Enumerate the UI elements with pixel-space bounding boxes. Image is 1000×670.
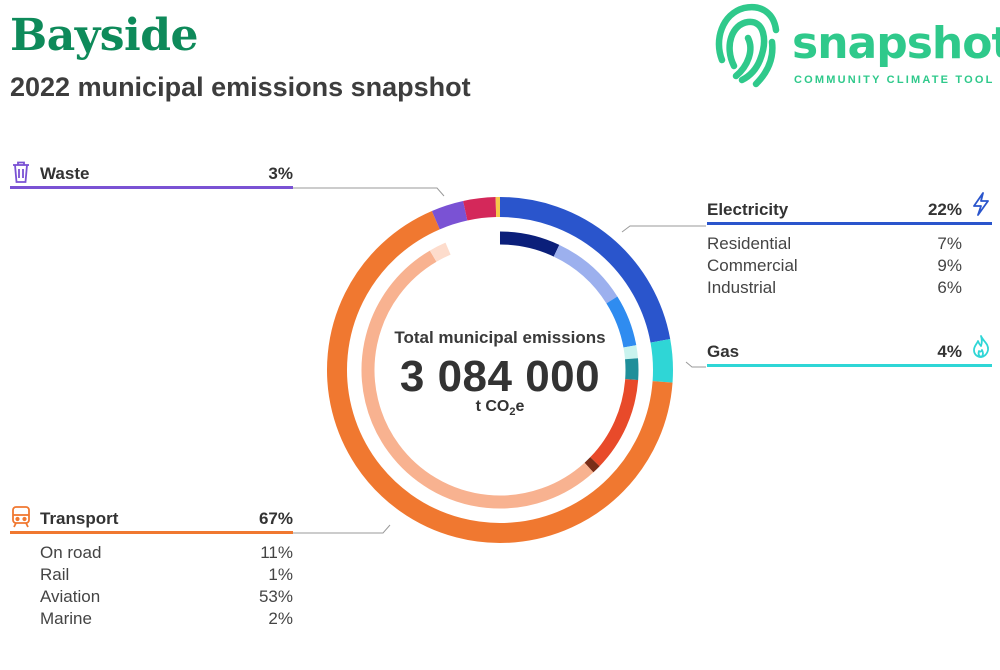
sector-electricity[interactable]: Electricity 22% Residential 7% Commercial… bbox=[707, 192, 992, 297]
sector-header: Electricity 22% bbox=[707, 192, 992, 225]
slice-segment-4 bbox=[463, 197, 497, 221]
leader-electricity bbox=[621, 225, 706, 233]
snapshot-logo[interactable]: snapshot COMMUNITY CLIMATE TOOL bbox=[712, 0, 1000, 90]
leader-transport bbox=[293, 524, 391, 534]
subsector-label: Residential bbox=[707, 234, 792, 253]
logo-tagline: COMMUNITY CLIMATE TOOL bbox=[794, 74, 995, 86]
subslice-gas-part-0 bbox=[623, 345, 638, 360]
city-title: Bayside bbox=[10, 10, 199, 61]
sector-transport[interactable]: Transport 67% On road 11% Rail 1% Aviation… bbox=[10, 505, 293, 628]
slice-electricity bbox=[499, 197, 671, 343]
outer-ring bbox=[327, 196, 673, 543]
page-subtitle: 2022 municipal emissions snapshot bbox=[10, 72, 471, 102]
subsector-row: Aviation 53% bbox=[10, 584, 293, 606]
leader-lines bbox=[293, 187, 706, 534]
subsector-row: Marine 2% bbox=[10, 606, 293, 628]
leader-waste bbox=[293, 187, 445, 197]
subsector-percent: 1% bbox=[268, 565, 293, 584]
unit-main: t CO bbox=[475, 398, 510, 415]
sector-waste[interactable]: Waste 3% bbox=[10, 160, 293, 189]
subsector-row: Rail 1% bbox=[10, 562, 293, 584]
trash-icon bbox=[13, 161, 29, 183]
leader-gas bbox=[685, 361, 706, 368]
subslice-transport-rail bbox=[584, 457, 600, 473]
sector-label: Electricity bbox=[707, 200, 789, 219]
sector-label: Gas bbox=[707, 342, 740, 361]
sector-gas[interactable]: Gas 4% bbox=[707, 335, 992, 367]
slice-gas bbox=[650, 338, 673, 383]
subsector-row: Commercial 9% bbox=[707, 253, 992, 275]
sector-header: Transport 67% bbox=[10, 505, 293, 534]
flame-icon bbox=[973, 335, 989, 358]
train-icon bbox=[12, 506, 30, 528]
subslice-electricity-commercial bbox=[553, 244, 618, 304]
subsector-percent: 11% bbox=[260, 543, 293, 562]
logo-wordmark: snapshot bbox=[792, 18, 1000, 69]
slice-transport bbox=[327, 210, 673, 543]
subsector-label: On road bbox=[40, 543, 102, 562]
inner-ring bbox=[361, 231, 639, 509]
sector-label: Waste bbox=[40, 164, 90, 183]
total-label: Total municipal emissions bbox=[394, 328, 606, 347]
subslice-electricity-industrial bbox=[606, 296, 637, 348]
subsector-label: Marine bbox=[40, 609, 92, 628]
subsector-label: Rail bbox=[40, 565, 70, 584]
unit-tail: e bbox=[515, 398, 525, 415]
sector-label: Transport bbox=[40, 509, 119, 528]
sector-percent: 67% bbox=[258, 509, 293, 528]
subsector-row: Residential 7% bbox=[707, 231, 992, 253]
subslice-transport-aviation bbox=[361, 250, 594, 509]
subsector-percent: 7% bbox=[937, 234, 962, 253]
total-value: 3 084 000 bbox=[399, 352, 601, 401]
unit-subscript: 2 bbox=[509, 406, 516, 419]
subsector-percent: 2% bbox=[268, 609, 293, 628]
subsector-label: Aviation bbox=[40, 587, 101, 606]
subsector-percent: 9% bbox=[937, 256, 962, 275]
subsector-label: Industrial bbox=[707, 278, 776, 297]
subsector-row: On road 11% bbox=[10, 540, 293, 562]
sector-percent: 4% bbox=[937, 342, 962, 361]
subsector-label: Commercial bbox=[707, 256, 798, 275]
subsector-percent: 6% bbox=[937, 278, 962, 297]
subsector-list: On road 11% Rail 1% Aviation 53% Marine 2% bbox=[10, 540, 293, 628]
subslice-transport-marine bbox=[429, 242, 451, 262]
lightning-icon bbox=[973, 192, 989, 216]
slice-waste bbox=[431, 200, 468, 230]
total-unit: t CO2e bbox=[380, 398, 620, 418]
subsector-percent: 53% bbox=[258, 587, 293, 606]
sector-header: Waste 3% bbox=[10, 160, 293, 189]
subsector-row: Industrial 6% bbox=[707, 275, 992, 297]
subslice-transport-on-road bbox=[590, 378, 639, 467]
fingerprint-icon bbox=[715, 3, 780, 88]
sector-header: Gas 4% bbox=[707, 335, 992, 367]
total-emissions: Total municipal emissions 3 084 000 t CO… bbox=[380, 328, 620, 418]
sector-percent: 3% bbox=[268, 164, 293, 183]
subsector-list: Residential 7% Commercial 9% Industrial 6% bbox=[707, 231, 992, 297]
sector-percent: 22% bbox=[927, 200, 962, 219]
subslice-electricity-residential bbox=[499, 231, 560, 257]
